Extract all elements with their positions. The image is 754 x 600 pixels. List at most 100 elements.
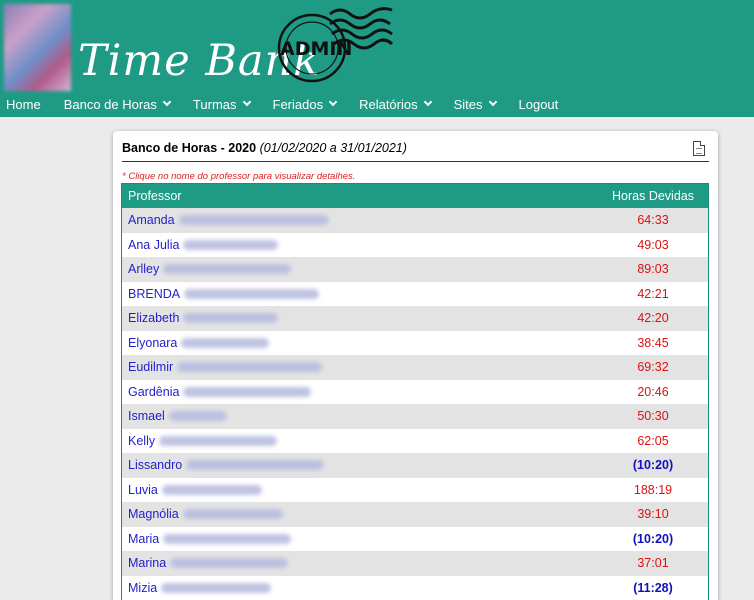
table-row: Lissandro (10:20) — [122, 453, 708, 478]
document-icon[interactable] — [693, 141, 705, 156]
professor-first-name: Luvia — [128, 482, 158, 497]
nav-logout[interactable]: Logout — [519, 97, 559, 112]
chevron-down-icon — [242, 97, 251, 107]
nav-relatorios-label: Relatórios — [359, 96, 418, 112]
redacted-surname — [186, 460, 325, 471]
professor-name-link[interactable]: Ana Julia — [122, 238, 598, 252]
professor-name-link[interactable]: Marina — [122, 556, 598, 570]
redacted-surname — [163, 533, 292, 544]
table-row: Elyonara 38:45 — [122, 330, 708, 355]
professor-first-name: Arlley — [128, 262, 160, 277]
professor-name-link[interactable]: Kelly — [122, 434, 598, 448]
panel-title-period: (01/02/2020 a 31/01/2021) — [259, 141, 407, 155]
hours-owed-value: 49:03 — [637, 237, 669, 252]
table-row: Arlley 89:03 — [122, 257, 708, 282]
hours-owed-value: 42:21 — [637, 286, 669, 301]
hours-owed-value: 39:10 — [637, 507, 669, 522]
nav-home-label: Home — [6, 96, 41, 112]
redacted-surname — [183, 386, 312, 397]
redacted-surname — [183, 313, 279, 324]
redacted-surname — [181, 337, 270, 348]
professor-first-name: Lissandro — [128, 458, 183, 473]
main-nav: Home Banco de Horas Turmas Feriados Rela… — [0, 93, 575, 115]
nav-banco-de-horas-label: Banco de Horas — [63, 96, 157, 112]
chevron-down-icon — [423, 97, 432, 107]
panel-title-bold: Banco de Horas - 2020 — [122, 141, 257, 155]
hours-owed-value: 62:05 — [637, 433, 669, 448]
professor-hours-table: Professor Horas Devidas Amanda 64:33 Ana J… — [121, 183, 709, 600]
professor-name-link[interactable]: Elizabeth — [122, 311, 598, 325]
time-bank-panel: Banco de Horas - 2020 (01/02/2020 a 31/0… — [113, 131, 718, 600]
table-row: Maria (10:20) — [122, 526, 708, 551]
redacted-surname — [163, 264, 292, 275]
hours-owed-value: (10:20) — [632, 531, 674, 546]
professor-first-name: Maria — [128, 531, 160, 546]
table-row: Elizabeth 42:20 — [122, 306, 708, 331]
professor-first-name: Kelly — [128, 433, 156, 448]
professor-first-name: Eudilmir — [128, 360, 174, 375]
hours-owed-value: 188:19 — [633, 482, 673, 497]
professor-name-link[interactable]: Elyonara — [122, 336, 598, 350]
redacted-surname — [182, 509, 283, 520]
admin-stamp-label: ADMIN — [280, 38, 353, 60]
redacted-surname — [184, 288, 320, 299]
professor-name-link[interactable]: Ismael — [122, 409, 598, 423]
user-avatar[interactable] — [4, 4, 71, 91]
professor-name-link[interactable]: Luvia — [122, 483, 598, 497]
hours-owed-value: 38:45 — [637, 335, 669, 350]
table-row: Magnólia 39:10 — [122, 502, 708, 527]
redacted-surname — [177, 362, 323, 373]
table-row: Luvia 188:19 — [122, 477, 708, 502]
chevron-down-icon — [488, 97, 497, 107]
chevron-down-icon — [328, 97, 338, 107]
redacted-surname — [161, 582, 272, 593]
professor-first-name: Magnólia — [128, 507, 179, 522]
table-row: Ismael 50:30 — [122, 404, 708, 429]
hours-owed-value: 64:33 — [637, 213, 669, 228]
table-row: Kelly 62:05 — [122, 428, 708, 453]
hours-owed-value: 37:01 — [637, 556, 669, 571]
nav-home[interactable]: Home — [6, 97, 41, 112]
nav-sites-label: Sites — [453, 96, 483, 112]
hours-owed-value: 89:03 — [637, 262, 669, 277]
redacted-surname — [161, 484, 262, 495]
professor-name-link[interactable]: Amanda — [122, 213, 598, 227]
hours-owed-value: (10:20) — [632, 458, 674, 473]
hours-owed-value: 50:30 — [637, 409, 669, 424]
column-header-professor: Professor — [128, 189, 182, 203]
nav-feriados[interactable]: Feriados — [273, 97, 338, 112]
admin-stamp-icon — [277, 7, 394, 83]
professor-first-name: Mizia — [128, 580, 158, 595]
professor-name-link[interactable]: Eudilmir — [122, 360, 598, 374]
table-row: Amanda 64:33 — [122, 208, 708, 233]
professor-first-name: Ismael — [128, 409, 165, 424]
table-row: Eudilmir 69:32 — [122, 355, 708, 380]
hint-text: * Clique no nome do professor para visua… — [122, 171, 356, 182]
professor-name-link[interactable]: Lissandro — [122, 458, 598, 472]
table-row: Mizia (11:28) — [122, 575, 708, 600]
professor-first-name: Elizabeth — [128, 311, 180, 326]
professor-first-name: Ana Julia — [128, 237, 180, 252]
nav-turmas-label: Turmas — [192, 96, 237, 112]
redacted-surname — [168, 411, 227, 422]
professor-first-name: Elyonara — [128, 335, 178, 350]
professor-name-link[interactable]: Maria — [122, 532, 598, 546]
nav-turmas[interactable]: Turmas — [192, 96, 251, 112]
redacted-surname — [170, 558, 289, 569]
professor-name-link[interactable]: Mizia — [122, 581, 598, 595]
table-body: Amanda 64:33 Ana Julia 49:03 Arlley 89:03 BREN… — [122, 208, 708, 600]
nav-banco-de-horas[interactable]: Banco de Horas — [63, 96, 172, 112]
chevron-down-icon — [162, 97, 172, 107]
hours-owed-value: 20:46 — [637, 384, 669, 399]
hours-owed-value: (11:28) — [633, 580, 673, 595]
professor-first-name: Gardênia — [128, 384, 180, 399]
column-header-horas-devidas: Horas Devidas — [612, 189, 694, 203]
nav-sites[interactable]: Sites — [453, 96, 497, 112]
professor-name-link[interactable]: Magnólia — [122, 507, 598, 521]
professor-name-link[interactable]: BRENDA — [122, 287, 598, 301]
professor-name-link[interactable]: Gardênia — [122, 385, 598, 399]
nav-relatorios[interactable]: Relatórios — [359, 96, 432, 112]
table-row: BRENDA 42:21 — [122, 281, 708, 306]
hours-owed-value: 42:20 — [637, 311, 669, 326]
professor-name-link[interactable]: Arlley — [122, 262, 598, 276]
